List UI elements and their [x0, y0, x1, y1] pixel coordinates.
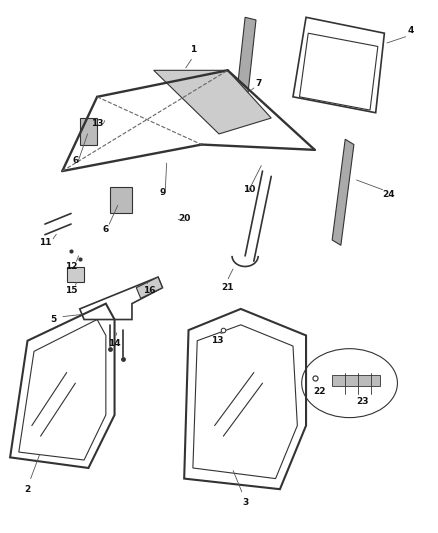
Polygon shape: [80, 118, 97, 144]
Text: 3: 3: [242, 498, 248, 507]
Text: 6: 6: [72, 156, 78, 165]
Text: 4: 4: [407, 26, 413, 35]
Text: 20: 20: [178, 214, 191, 223]
Polygon shape: [110, 187, 132, 214]
Polygon shape: [136, 277, 162, 298]
Text: 1: 1: [190, 45, 196, 54]
Text: 22: 22: [313, 386, 325, 395]
Text: 11: 11: [39, 238, 51, 247]
Text: 12: 12: [65, 262, 77, 271]
Text: 16: 16: [143, 286, 155, 295]
Text: 23: 23: [357, 397, 369, 406]
Text: 10: 10: [243, 185, 256, 194]
Text: 13: 13: [91, 119, 103, 128]
Text: 7: 7: [255, 79, 261, 88]
Text: 24: 24: [382, 190, 395, 199]
Text: 13: 13: [211, 336, 223, 345]
Polygon shape: [154, 70, 271, 134]
Text: 2: 2: [25, 484, 31, 494]
Polygon shape: [237, 17, 256, 100]
Text: 6: 6: [103, 225, 109, 234]
Text: 15: 15: [65, 286, 77, 295]
Text: 5: 5: [50, 315, 57, 324]
Text: 14: 14: [108, 339, 121, 348]
Text: 21: 21: [222, 283, 234, 292]
Polygon shape: [332, 375, 380, 386]
Text: 9: 9: [159, 188, 166, 197]
Polygon shape: [332, 139, 354, 245]
Polygon shape: [67, 266, 84, 282]
